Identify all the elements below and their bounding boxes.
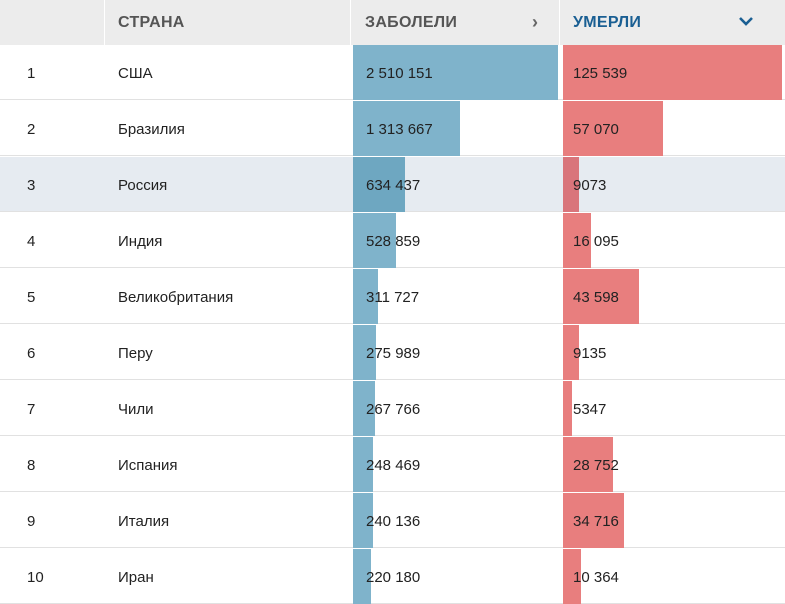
country-cell: Чили (118, 401, 154, 418)
cases-bar (353, 213, 396, 268)
header-rank-cell (0, 0, 104, 45)
table-row[interactable]: 10 Иран 220 180 10 364 (0, 549, 785, 604)
country-cell: Великобритания (118, 289, 234, 306)
deaths-value: 16 095 (573, 233, 619, 250)
deaths-value: 9135 (573, 345, 607, 362)
header-country-label: СТРАНА (118, 14, 185, 31)
country-cell: Италия (118, 513, 170, 530)
cases-value: 248 469 (366, 457, 421, 474)
header-cases-sort-button[interactable]: ЗАБОЛЕЛИ › (351, 0, 559, 45)
cases-value: 1 313 667 (366, 121, 433, 138)
country-cell: Россия (118, 177, 168, 194)
cases-bar (353, 101, 460, 156)
cases-bar (353, 493, 373, 548)
deaths-bar (563, 269, 639, 324)
country-cell: Иран (118, 569, 154, 586)
deaths-bar (563, 437, 613, 492)
cases-value: 267 766 (366, 401, 421, 418)
header-country-cell[interactable]: СТРАНА (105, 0, 350, 45)
cases-value: 634 437 (366, 177, 421, 194)
table-row[interactable]: 8 Испания 248 469 28 752 (0, 437, 785, 492)
table-row[interactable]: 1 США 2 510 151 125 539 (0, 45, 785, 100)
rank-cell: 5 (27, 289, 36, 306)
cases-bar (353, 157, 405, 212)
table-row[interactable]: 4 Индия 528 859 16 095 (0, 213, 785, 268)
cases-bar (353, 45, 558, 100)
header-cases-label: ЗАБОЛЕЛИ (365, 14, 458, 31)
rank-cell: 6 (27, 345, 36, 362)
cases-value: 528 859 (366, 233, 421, 250)
deaths-value: 10 364 (573, 569, 619, 586)
cases-value: 311 727 (366, 289, 420, 306)
table-header: СТРАНА ЗАБОЛЕЛИ › УМЕРЛИ (0, 0, 785, 45)
deaths-bar (563, 213, 591, 268)
table-row[interactable]: 5 Великобритания 311 727 43 598 (0, 269, 785, 324)
chevron-down-icon (738, 13, 754, 34)
rank-cell: 2 (27, 121, 36, 138)
cases-value: 240 136 (366, 513, 421, 530)
rank-cell: 7 (27, 401, 36, 418)
deaths-bar (563, 101, 663, 156)
country-cell: США (118, 65, 153, 82)
rank-cell: 9 (27, 513, 36, 530)
header-deaths-sort-button[interactable]: УМЕРЛИ (560, 0, 785, 45)
cases-bar (353, 325, 376, 380)
table-row[interactable]: 2 Бразилия 1 313 667 57 070 (0, 101, 785, 156)
table-row[interactable]: 7 Чили 267 766 5347 (0, 381, 785, 436)
cases-value: 275 989 (366, 345, 421, 362)
table-row[interactable]: 6 Перу 275 989 9135 (0, 325, 785, 380)
rank-cell: 4 (27, 233, 36, 250)
table-row[interactable]: 3 Россия 634 437 9073 (0, 157, 785, 212)
deaths-value: 34 716 (573, 513, 619, 530)
deaths-value: 5347 (573, 401, 607, 418)
cases-bar (353, 269, 378, 324)
deaths-bar (563, 493, 624, 548)
cases-value: 2 510 151 (366, 65, 433, 82)
deaths-value: 57 070 (573, 121, 619, 138)
cases-bar (353, 437, 373, 492)
cases-value: 220 180 (366, 569, 421, 586)
country-cell: Бразилия (118, 121, 185, 138)
deaths-value: 28 752 (573, 457, 619, 474)
table-row[interactable]: 9 Италия 240 136 34 716 (0, 493, 785, 548)
deaths-bar (563, 157, 579, 212)
chevron-right-icon: › (532, 12, 538, 32)
deaths-bar (563, 45, 782, 100)
deaths-bar (563, 325, 579, 380)
rank-cell: 3 (27, 177, 36, 194)
rank-cell: 1 (27, 65, 36, 82)
rank-cell: 8 (27, 457, 36, 474)
country-cell: Испания (118, 457, 178, 474)
rank-cell: 10 (27, 569, 44, 586)
deaths-bar (563, 381, 572, 436)
deaths-value: 43 598 (573, 289, 619, 306)
deaths-value: 9073 (573, 177, 607, 194)
header-deaths-label: УМЕРЛИ (573, 14, 642, 31)
country-cell: Перу (118, 345, 153, 362)
deaths-value: 125 539 (573, 65, 628, 82)
cases-bar (353, 381, 375, 436)
country-cell: Индия (118, 233, 163, 250)
